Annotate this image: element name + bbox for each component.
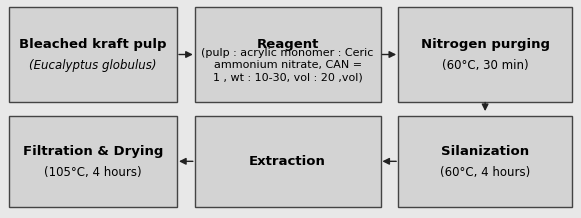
FancyBboxPatch shape [398, 116, 572, 207]
Text: Silanization: Silanization [441, 145, 529, 158]
Text: Extraction: Extraction [249, 155, 326, 168]
FancyBboxPatch shape [195, 116, 381, 207]
Text: (pulp : acrylic monomer : Ceric
ammonium nitrate, CAN =
1 , wt : 10-30, vol : 20: (pulp : acrylic monomer : Ceric ammonium… [202, 48, 374, 83]
FancyBboxPatch shape [9, 116, 177, 207]
Text: (Eucalyptus globulus): (Eucalyptus globulus) [29, 59, 157, 72]
Text: (105°C, 4 hours): (105°C, 4 hours) [44, 166, 142, 179]
Text: Reagent: Reagent [256, 38, 319, 51]
FancyBboxPatch shape [9, 7, 177, 102]
FancyBboxPatch shape [195, 7, 381, 102]
Text: (60°C, 30 min): (60°C, 30 min) [442, 59, 529, 72]
Text: (60°C, 4 hours): (60°C, 4 hours) [440, 166, 530, 179]
Text: Bleached kraft pulp: Bleached kraft pulp [19, 38, 167, 51]
FancyBboxPatch shape [398, 7, 572, 102]
Text: Nitrogen purging: Nitrogen purging [421, 38, 550, 51]
Text: Filtration & Drying: Filtration & Drying [23, 145, 163, 158]
